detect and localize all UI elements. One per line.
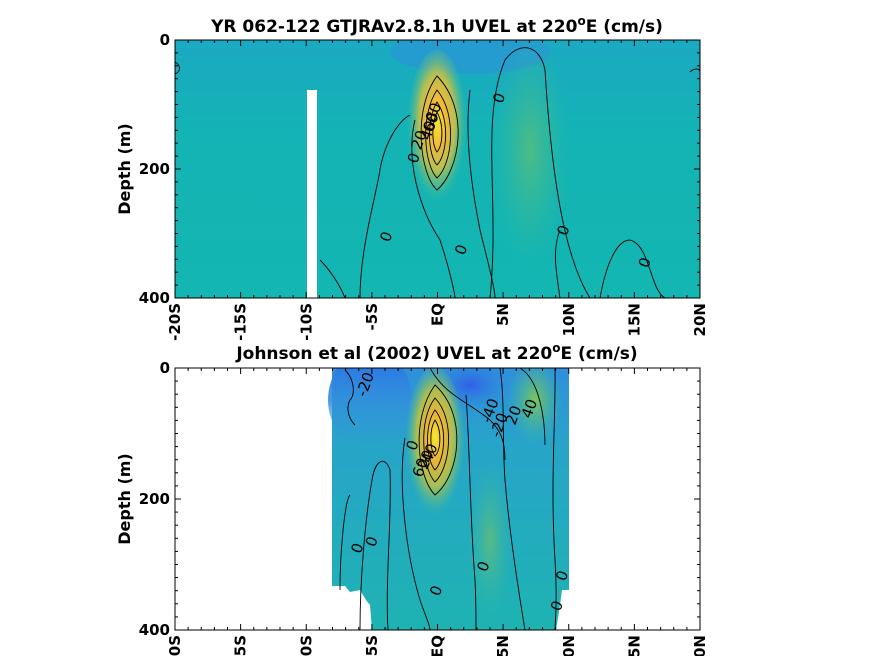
x-tick-label: -20S	[166, 303, 184, 341]
contour-lines	[175, 47, 700, 298]
heatmap-field	[328, 368, 569, 630]
x-tick-label: 10N	[560, 303, 578, 336]
y-tick-label: 400	[139, 289, 170, 307]
x-tick-label: 10N	[560, 635, 578, 656]
contour-label: 40	[418, 441, 441, 465]
x-tick-label: -10S	[297, 635, 315, 656]
chart-title: YR 062-122 GTJRAv2.8.1h UVEL at 220oE (c…	[210, 14, 663, 37]
heatmap-field	[175, 40, 700, 298]
y-axis-label: Depth (m)	[115, 123, 134, 215]
contour-label: 20	[414, 448, 437, 472]
contour-label: 40	[417, 118, 440, 142]
y-tick-label: 200	[139, 490, 170, 508]
y-axis-label: Depth (m)	[115, 453, 134, 545]
x-axis-ticks: -20S -15S -10S -5S EQ 5N 10N 15N 20N	[166, 368, 709, 656]
x-tick-label: -10S	[297, 303, 315, 341]
contour-label: 20	[407, 128, 430, 152]
chart-title: Johnson et al (2002) UVEL at 220oE (cm/s…	[235, 341, 637, 364]
y-axis-ticks: 0 200 400	[139, 31, 700, 307]
deep-green-band	[468, 460, 512, 620]
x-tick-label: -5S	[363, 635, 381, 656]
x-tick-label: 5N	[494, 303, 512, 326]
y-tick-label: 200	[139, 160, 170, 178]
x-tick-label: 15N	[625, 635, 643, 656]
contour-label: 60	[419, 111, 442, 135]
x-tick-label: 20N	[691, 635, 709, 656]
contour-label: 20	[502, 403, 525, 427]
contour-label: 80	[422, 100, 445, 124]
undercurrent-core	[407, 50, 467, 210]
y-tick-label: 0	[160, 31, 170, 49]
x-tick-label: EQ	[429, 635, 447, 656]
y-tick-label: 0	[160, 359, 170, 377]
westward-jet-south	[328, 368, 412, 450]
y-tick-label: 400	[139, 621, 170, 639]
x-tick-label: -15S	[232, 635, 250, 656]
x-tick-label: EQ	[429, 303, 447, 326]
eastward-countercurrent	[507, 368, 563, 445]
model-section-panel: YR 062-122 GTJRAv2.8.1h UVEL at 220oE (c…	[115, 14, 709, 341]
contour-lines	[339, 368, 557, 630]
x-tick-label: -5S	[363, 303, 381, 330]
north-green-band	[490, 40, 570, 270]
x-tick-label: -15S	[232, 303, 250, 341]
x-axis-ticks: -20S -15S -10S -5S EQ 5N 10N 15N 20N	[166, 40, 709, 341]
contour-label: 40	[518, 397, 541, 421]
observed-section-panel: Johnson et al (2002) UVEL at 220oE (cm/s…	[115, 341, 709, 656]
x-tick-label: -20S	[166, 635, 184, 656]
missing-data-gap	[307, 90, 317, 298]
contour-label: 60	[409, 456, 432, 480]
x-tick-label: 20N	[691, 303, 709, 336]
x-tick-label: 5N	[494, 635, 512, 656]
x-tick-label: 15N	[625, 303, 643, 336]
y-axis-ticks: 0 200 400	[139, 359, 700, 639]
